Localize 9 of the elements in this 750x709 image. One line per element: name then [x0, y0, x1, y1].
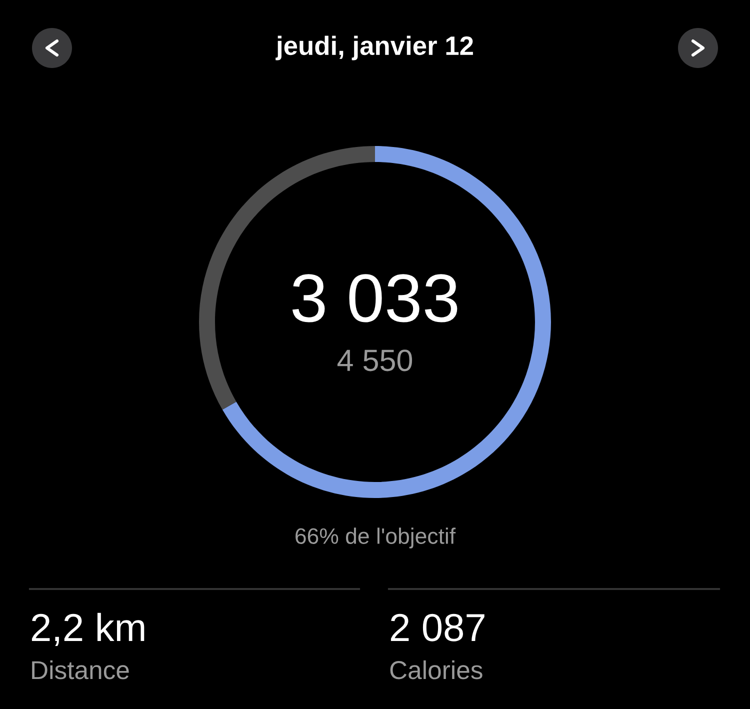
text: 3 033 — [292, 274, 458, 322]
text: 66% de l'objectif — [296, 528, 456, 548]
chart-title: jeudi, janvier 12 — [276, 36, 473, 60]
donut-slice — [222, 146, 551, 498]
text: 2 087 — [390, 614, 484, 642]
text: 4 550 — [337, 350, 412, 372]
text: Calories — [390, 660, 482, 680]
text: 2,2 km — [32, 612, 144, 646]
text: Distance — [32, 660, 129, 680]
